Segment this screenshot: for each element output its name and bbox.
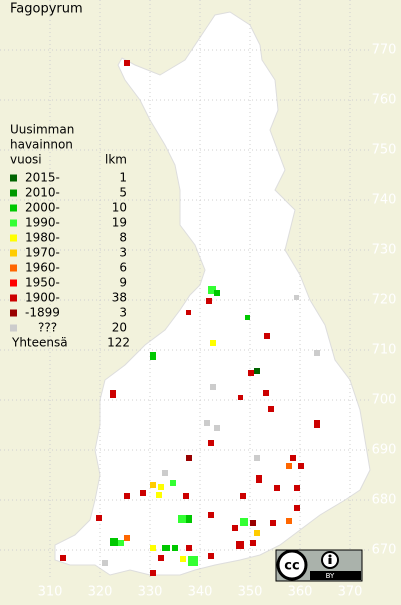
map-title: Fagopyrum bbox=[10, 2, 83, 17]
legend-label: 1980- bbox=[25, 231, 60, 245]
y-grid-label: 760 bbox=[372, 93, 397, 108]
legend-label: 1950- bbox=[25, 276, 60, 290]
legend-swatch bbox=[10, 309, 17, 317]
legend-count: 3 bbox=[119, 306, 127, 320]
y-grid-label: 690 bbox=[372, 443, 397, 458]
legend-swatch bbox=[10, 204, 17, 212]
y-grid-label: 720 bbox=[372, 293, 397, 308]
y-grid-label: 750 bbox=[372, 143, 397, 158]
legend-count: 10 bbox=[112, 201, 127, 215]
legend-count: 6 bbox=[119, 261, 127, 275]
legend-swatch bbox=[10, 174, 17, 182]
legend-swatch bbox=[10, 264, 17, 272]
legend-swatch bbox=[10, 189, 17, 197]
legend-heading: Uusimman bbox=[10, 123, 74, 137]
legend-total-label: Yhteensä bbox=[11, 336, 68, 350]
x-grid-label: 330 bbox=[138, 585, 163, 600]
legend-swatch bbox=[10, 219, 17, 227]
legend-label: 2010- bbox=[25, 186, 60, 200]
x-grid-label: 360 bbox=[288, 585, 313, 600]
legend-swatch bbox=[10, 279, 17, 287]
legend-label: 1990- bbox=[25, 216, 60, 230]
y-grid-label: 740 bbox=[372, 193, 397, 208]
x-grid-label: 320 bbox=[88, 585, 113, 600]
y-grid-label: 680 bbox=[372, 493, 397, 508]
x-grid-label: 310 bbox=[38, 585, 63, 600]
legend-swatch bbox=[10, 294, 17, 302]
x-grid-label: 340 bbox=[188, 585, 213, 600]
legend-swatch bbox=[10, 234, 17, 242]
legend-count: 8 bbox=[119, 231, 127, 245]
legend-swatch bbox=[10, 249, 17, 257]
y-grid-label: 770 bbox=[372, 43, 397, 58]
legend: Uusimman havainnon vuosi lkm Yhteensä 12… bbox=[10, 123, 130, 350]
grid bbox=[0, 0, 370, 580]
legend-heading: havainnon bbox=[10, 138, 73, 152]
y-grid-label: 730 bbox=[372, 243, 397, 258]
y-grid-label: 670 bbox=[372, 543, 397, 558]
legend-count: 19 bbox=[112, 216, 127, 230]
x-grid-label: 370 bbox=[338, 585, 363, 600]
legend-total: 122 bbox=[107, 336, 130, 350]
legend-count: 20 bbox=[112, 321, 127, 335]
x-grid-label: 350 bbox=[238, 585, 263, 600]
legend-column: lkm bbox=[105, 153, 127, 167]
y-grid-label: 710 bbox=[372, 343, 397, 358]
legend-label: 1970- bbox=[25, 246, 60, 260]
legend-label: 1900- bbox=[25, 291, 60, 305]
legend-label: ??? bbox=[38, 321, 57, 335]
legend-count: 5 bbox=[119, 186, 127, 200]
legend-label: 1960- bbox=[25, 261, 60, 275]
y-grid-label: 700 bbox=[372, 393, 397, 408]
occurrence-squares bbox=[60, 60, 320, 576]
legend-column: vuosi bbox=[10, 153, 42, 167]
legend-label: 2015- bbox=[25, 171, 60, 185]
legend-count: 38 bbox=[112, 291, 127, 305]
legend-label: -1899 bbox=[25, 306, 60, 320]
legend-swatch bbox=[10, 324, 17, 332]
license-by: BY bbox=[326, 572, 335, 580]
legend-count: 9 bbox=[119, 276, 127, 290]
license-cc: cc bbox=[284, 559, 299, 574]
legend-label: 2000- bbox=[25, 201, 60, 215]
legend-count: 1 bbox=[119, 171, 127, 185]
license-badge: cc BY bbox=[275, 549, 363, 582]
legend-count: 3 bbox=[119, 246, 127, 260]
